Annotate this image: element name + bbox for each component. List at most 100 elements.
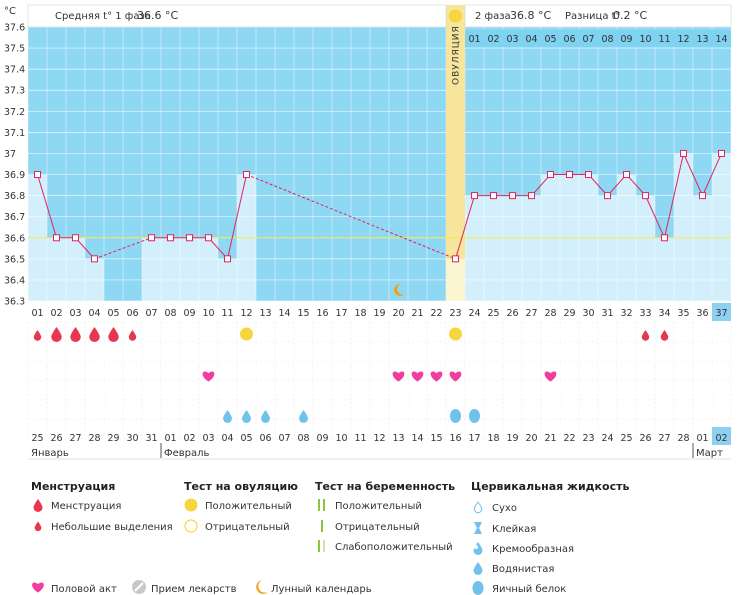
date-label: 23 xyxy=(582,433,594,444)
cycle-day-label: 20 xyxy=(392,308,404,319)
cycle-day-label: 33 xyxy=(639,308,651,319)
temp-column xyxy=(484,195,503,301)
temp-point xyxy=(680,149,687,157)
difference-label: Разница t° xyxy=(565,11,621,22)
temp-line-segment xyxy=(246,174,456,260)
ovulation-test-positive-icon xyxy=(240,327,253,341)
legend-negative-circle-icon xyxy=(184,519,198,533)
difference-value: 0.2 °C xyxy=(613,9,647,22)
egg-white-fluid-icon xyxy=(450,409,461,423)
temp-line-segment xyxy=(94,237,152,260)
today-highlight xyxy=(712,303,731,321)
temp-point xyxy=(186,234,193,242)
legend-creamy-icon-dot xyxy=(474,545,478,549)
watery-fluid-icon xyxy=(242,410,251,423)
date-label: 31 xyxy=(145,433,157,444)
temp-column xyxy=(522,195,541,301)
date-label: 05 xyxy=(240,433,252,444)
phase2-day-label: 05 xyxy=(544,34,556,45)
month-label: Январь xyxy=(31,448,69,459)
date-label: 04 xyxy=(221,433,233,444)
cycle-day-label: 34 xyxy=(658,308,670,319)
temp-column xyxy=(142,237,161,301)
legend-pregnancy-negative-icon xyxy=(321,520,323,532)
phase2-day-label: 01 xyxy=(468,34,480,45)
light-bleeding-icon xyxy=(641,330,650,341)
phase1-average-value: 36.6 °C xyxy=(137,9,178,22)
temp-column xyxy=(465,195,484,301)
y-tick-label: 37.1 xyxy=(4,128,25,139)
date-label: 26 xyxy=(639,433,651,444)
egg-white-fluid-icon xyxy=(469,409,480,423)
temp-line-segment xyxy=(208,237,228,260)
phase2-label: 2 фаза xyxy=(475,11,511,22)
temp-point xyxy=(224,255,231,263)
temp-line-segment xyxy=(607,174,627,196)
phase2-day-label: 02 xyxy=(487,34,499,45)
y-tick-label: 36.6 xyxy=(4,233,25,244)
temp-line-segment xyxy=(75,237,95,260)
temp-column xyxy=(693,195,712,301)
cycle-day-label: 37 xyxy=(715,308,727,319)
date-label: 15 xyxy=(430,433,442,444)
date-label: 25 xyxy=(31,433,43,444)
temp-point xyxy=(566,171,573,179)
y-tick-label: 37.5 xyxy=(4,44,25,55)
menstruation-icon xyxy=(108,327,119,343)
cycle-day-label: 08 xyxy=(164,308,176,319)
cycle-day-label: 32 xyxy=(620,308,632,319)
legend-positive-circle-icon xyxy=(184,498,198,512)
y-tick-label: 36.8 xyxy=(4,191,25,202)
temp-line-segment xyxy=(455,195,475,259)
cycle-day-label: 29 xyxy=(563,308,575,319)
cycle-day-label: 30 xyxy=(582,308,594,319)
temp-line-segment xyxy=(37,174,57,238)
legend-pregnancy-test-title: Тест на беременность xyxy=(315,480,455,493)
date-label: 07 xyxy=(278,433,290,444)
legend-ovulation-positive-label: Положительный xyxy=(205,501,292,512)
date-label: 27 xyxy=(658,433,670,444)
date-label: 01 xyxy=(164,433,176,444)
menstruation-icon xyxy=(89,327,100,343)
date-label: 02 xyxy=(183,433,195,444)
temp-point xyxy=(34,171,41,179)
temp-line-segment xyxy=(664,153,684,238)
intercourse-heart-icon xyxy=(430,371,443,382)
y-tick-label: 37.2 xyxy=(4,107,25,118)
date-label: 03 xyxy=(202,433,214,444)
intercourse-heart-icon xyxy=(202,371,215,382)
legend-creamy-icon xyxy=(473,542,483,555)
light-bleeding-icon xyxy=(33,330,42,341)
light-bleeding-icon xyxy=(128,330,137,341)
cycle-day-label: 10 xyxy=(202,308,214,319)
legend-pregnancy-weak-icon-2 xyxy=(323,540,325,552)
legend-dry-label: Сухо xyxy=(492,503,517,514)
temp-column xyxy=(66,237,85,301)
date-label: 25 xyxy=(620,433,632,444)
legend-ovulation-test-title: Тест на овуляцию xyxy=(184,480,298,493)
temp-point xyxy=(243,171,250,179)
cycle-day-label: 23 xyxy=(449,308,461,319)
temp-point xyxy=(699,192,706,200)
cycle-days-row xyxy=(28,301,731,321)
phase1-average-label: Средняя t° 1 фаза xyxy=(55,11,151,22)
menstruation-icon xyxy=(51,327,62,343)
legend-menstruation-icon xyxy=(33,499,43,512)
cycle-day-label: 14 xyxy=(278,308,290,319)
y-tick-label: 37.6 xyxy=(4,23,25,34)
cycle-day-label: 18 xyxy=(354,308,366,319)
legend-pregnancy-weak-icon xyxy=(318,540,320,552)
legend-intercourse-label: Половой акт xyxy=(51,584,117,595)
phase2-day-label: 13 xyxy=(696,34,708,45)
legend-sticky-label: Клейкая xyxy=(492,524,536,535)
legend-sticky-icon xyxy=(474,522,482,534)
watery-fluid-icon xyxy=(299,410,308,423)
phase2-day-label: 09 xyxy=(620,34,632,45)
moon-icon xyxy=(394,283,405,296)
date-label: 28 xyxy=(88,433,100,444)
phase2-days-row xyxy=(465,30,731,47)
temp-point xyxy=(623,171,630,179)
cycle-day-label: 01 xyxy=(31,308,43,319)
date-label: 13 xyxy=(392,433,404,444)
legend-menstruation-label: Менструация xyxy=(51,501,121,512)
